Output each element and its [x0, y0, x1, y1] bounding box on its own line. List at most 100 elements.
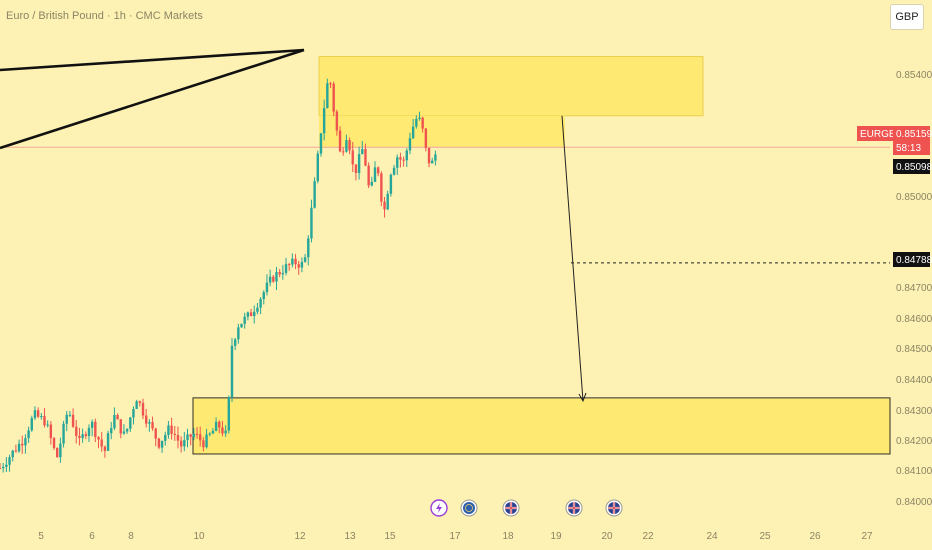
candle-body	[8, 457, 11, 465]
candle-body	[132, 408, 135, 418]
candle-body	[167, 425, 170, 435]
projection-arrow-line	[561, 115, 584, 402]
candle-body	[119, 419, 122, 434]
candle-body	[342, 151, 345, 153]
candle-body	[148, 422, 151, 424]
x-tick-label: 10	[193, 531, 205, 542]
y-tick-label: 0.84600	[896, 314, 932, 325]
x-tick-label: 20	[601, 531, 613, 542]
candle-body	[399, 157, 402, 160]
candle-body	[380, 173, 383, 202]
candle-body	[179, 440, 183, 447]
candle-body	[46, 424, 49, 426]
candle-body	[81, 434, 84, 438]
target-price-tag: 0.84788	[896, 255, 932, 266]
currency-button[interactable]: GBP	[890, 4, 924, 30]
candle-body	[195, 433, 199, 435]
candle-body	[326, 83, 329, 109]
candle-body	[357, 154, 361, 174]
candle-body	[202, 440, 205, 448]
candle-body	[103, 446, 107, 451]
candle-body	[287, 264, 291, 266]
candle-body	[173, 433, 176, 435]
candle-body	[316, 153, 319, 182]
candle-body	[160, 440, 164, 448]
candle-body	[125, 428, 129, 432]
candle-body	[275, 272, 278, 282]
candle-body	[17, 443, 21, 452]
candle-body	[259, 298, 262, 308]
candle-body	[170, 425, 173, 434]
candle-body	[84, 434, 88, 437]
candle-body	[33, 410, 37, 419]
globe-icon-fill	[463, 502, 475, 514]
candle-body	[411, 126, 415, 139]
symbol-tag-bg	[857, 126, 893, 141]
candle-body	[192, 433, 196, 437]
candle-body	[367, 165, 370, 186]
countdown-tag: 58:13	[896, 143, 921, 154]
candle-body	[392, 167, 396, 175]
candle-body	[100, 439, 103, 447]
candle-body	[224, 430, 227, 434]
y-tick-label: 0.85400	[896, 70, 932, 81]
candle-body	[122, 431, 126, 434]
candle-body	[144, 415, 148, 424]
candle-body	[1, 466, 5, 469]
candle-body	[68, 414, 72, 416]
candle-body	[106, 433, 110, 451]
symbol-tag: EURGBP	[860, 129, 903, 140]
candle-body	[75, 426, 78, 436]
candle-body	[135, 401, 138, 409]
candle-body	[230, 345, 234, 398]
x-tick-label: 24	[706, 531, 718, 542]
x-tick-label: 6	[89, 531, 95, 542]
candle-body	[36, 410, 40, 417]
candle-body	[284, 264, 288, 273]
candle-body	[421, 117, 424, 129]
candle-body	[97, 437, 100, 440]
candle-body	[424, 128, 428, 148]
candle-body	[240, 323, 243, 328]
countdown-tag-bg	[893, 141, 930, 155]
x-tick-label: 25	[759, 531, 771, 542]
x-tick-label: 18	[502, 531, 514, 542]
y-tick-label: 0.84700	[896, 283, 932, 294]
candle-body	[211, 430, 215, 434]
candle-body	[262, 292, 265, 299]
candle-body	[5, 464, 8, 467]
candle-body	[164, 434, 167, 441]
candle-body	[43, 416, 46, 426]
candle-body	[87, 427, 91, 437]
candle-body	[338, 130, 342, 152]
candle-body	[383, 201, 386, 210]
candle-body	[281, 272, 285, 275]
supply-zone-inner	[319, 115, 565, 147]
candle-body	[418, 117, 421, 119]
candle-body	[30, 418, 33, 431]
supply-zone	[318, 56, 704, 117]
target-price-tag-bg	[893, 252, 930, 267]
candle-body	[189, 434, 192, 437]
x-tick-label: 26	[809, 531, 821, 542]
lightning-icon	[430, 499, 448, 517]
x-tick-label: 12	[294, 531, 306, 542]
x-tick-label: 13	[344, 531, 356, 542]
y-tick-label: 0.84000	[896, 497, 932, 508]
candle-body	[345, 140, 348, 152]
candle-body	[141, 402, 145, 416]
x-tick-label: 8	[128, 531, 134, 542]
candle-body	[300, 261, 304, 268]
wedge-line-1	[0, 48, 305, 72]
candle-body	[113, 415, 116, 429]
candle-body	[154, 428, 157, 439]
candle-body	[402, 159, 405, 161]
x-tick-label: 19	[550, 531, 562, 542]
wedge-line-2	[0, 48, 305, 150]
candle-body	[218, 421, 221, 428]
candle-body	[335, 111, 339, 131]
candle-body	[246, 312, 250, 317]
flag-icon	[605, 499, 623, 517]
